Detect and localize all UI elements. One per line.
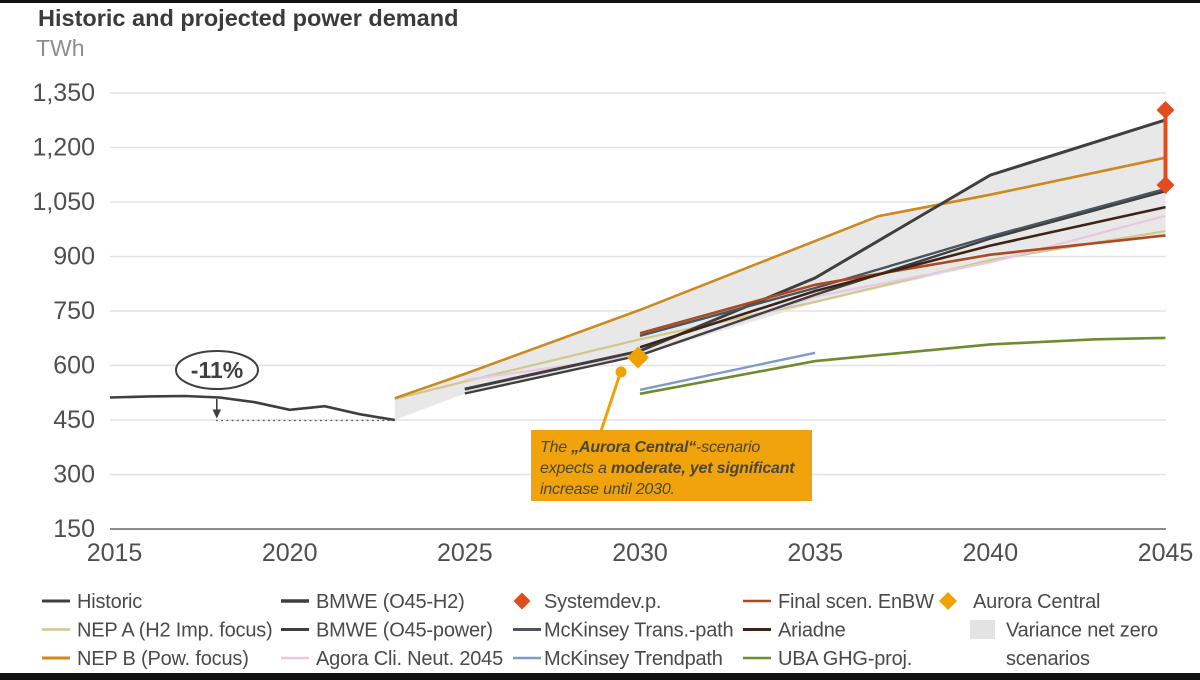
svg-text:UBA GHG-proj.: UBA GHG-proj. bbox=[778, 648, 912, 670]
svg-text:300: 300 bbox=[53, 461, 95, 489]
svg-text:Ariadne: Ariadne bbox=[778, 620, 846, 642]
svg-text:2025: 2025 bbox=[437, 539, 493, 567]
svg-text:450: 450 bbox=[53, 406, 95, 434]
svg-text:2015: 2015 bbox=[87, 539, 143, 567]
svg-text:1,200: 1,200 bbox=[32, 134, 95, 162]
svg-text:900: 900 bbox=[53, 243, 95, 271]
svg-text:2020: 2020 bbox=[262, 539, 318, 567]
svg-text:TWh: TWh bbox=[36, 35, 85, 61]
svg-text:increase until 2030.: increase until 2030. bbox=[540, 481, 675, 498]
svg-text:Aurora Central: Aurora Central bbox=[973, 591, 1100, 613]
svg-text:Agora Cli. Neut. 2045: Agora Cli. Neut. 2045 bbox=[316, 648, 503, 670]
svg-text:Systemdev.p.: Systemdev.p. bbox=[544, 591, 661, 613]
svg-text:NEP B (Pow. focus): NEP B (Pow. focus) bbox=[77, 648, 249, 670]
svg-text:750: 750 bbox=[53, 297, 95, 325]
svg-text:scenarios: scenarios bbox=[1006, 648, 1090, 670]
svg-text:Historic and projected power d: Historic and projected power demand bbox=[38, 5, 458, 31]
svg-text:BMWE (O45-H2): BMWE (O45-H2) bbox=[316, 591, 465, 613]
svg-text:Variance net zero: Variance net zero bbox=[1006, 620, 1158, 642]
svg-text:1,350: 1,350 bbox=[32, 79, 95, 107]
svg-text:Final scen. EnBW: Final scen. EnBW bbox=[778, 591, 934, 613]
svg-text:600: 600 bbox=[53, 352, 95, 380]
svg-text:BMWE (O45-power): BMWE (O45-power) bbox=[316, 620, 493, 642]
svg-text:expects a moderate, yet signif: expects a moderate, yet significant bbox=[540, 460, 795, 477]
svg-text:NEP A (H2 Imp. focus): NEP A (H2 Imp. focus) bbox=[77, 620, 273, 642]
svg-text:McKinsey Trans.-path: McKinsey Trans.-path bbox=[544, 620, 733, 642]
svg-text:McKinsey Trendpath: McKinsey Trendpath bbox=[544, 648, 723, 670]
svg-text:150: 150 bbox=[53, 515, 95, 543]
svg-text:Historic: Historic bbox=[77, 591, 142, 613]
svg-text:2030: 2030 bbox=[612, 539, 668, 567]
svg-text:2045: 2045 bbox=[1138, 539, 1194, 567]
svg-text:2040: 2040 bbox=[962, 539, 1018, 567]
svg-text:2035: 2035 bbox=[787, 539, 843, 567]
svg-text:1,050: 1,050 bbox=[32, 188, 95, 216]
svg-text:The „Aurora Central“-scenario: The „Aurora Central“-scenario bbox=[540, 439, 760, 456]
svg-text:-11%: -11% bbox=[191, 357, 243, 383]
